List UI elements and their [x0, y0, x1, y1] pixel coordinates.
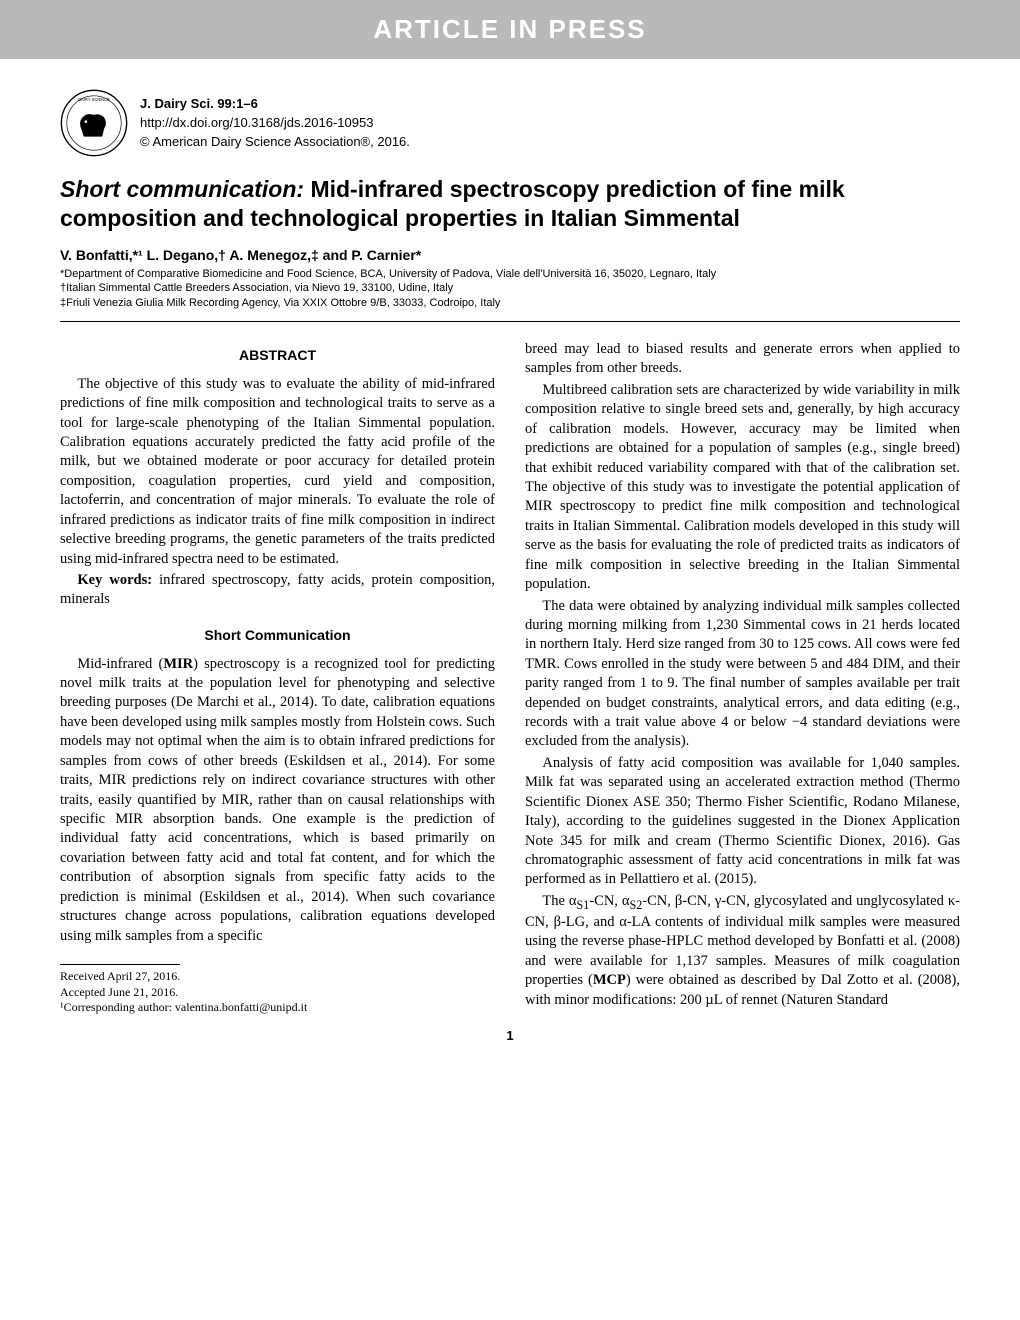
title-prefix: Short communication: — [60, 176, 304, 202]
page-content: DAIRY SCIENCE J. Dairy Sci. 99:1–6 http:… — [0, 59, 1020, 1063]
footnote-accepted: Accepted June 21, 2016. — [60, 985, 495, 1001]
short-communication-heading: Short Communication — [60, 626, 495, 645]
article-in-press-banner: ARTICLE IN PRESS — [0, 0, 1020, 59]
author-list: V. Bonfatti,*¹ L. Degano,† A. Menegoz,‡ … — [60, 247, 960, 263]
affiliations: *Department of Comparative Biomedicine a… — [60, 267, 960, 312]
header-rule — [60, 321, 960, 322]
body-para-left-1: Mid-infrared (MIR) spectroscopy is a rec… — [60, 655, 495, 946]
body-para-right-1: breed may lead to biased results and gen… — [525, 340, 960, 379]
body-para-right-4: Analysis of fatty acid composition was a… — [525, 754, 960, 890]
footnote-received: Received April 27, 2016. — [60, 969, 495, 985]
article-title: Short communication: Mid-infrared spectr… — [60, 175, 960, 233]
abstract-heading: ABSTRACT — [60, 346, 495, 365]
journal-citation: J. Dairy Sci. 99:1–6 — [140, 95, 410, 114]
body-para-right-2: Multibreed calibration sets are characte… — [525, 381, 960, 595]
page-number: 1 — [60, 1028, 960, 1043]
keywords: Key words: infrared spectroscopy, fatty … — [60, 571, 495, 610]
journal-copyright: © American Dairy Science Association®, 2… — [140, 133, 410, 152]
journal-header: DAIRY SCIENCE J. Dairy Sci. 99:1–6 http:… — [60, 89, 960, 157]
svg-text:DAIRY SCIENCE: DAIRY SCIENCE — [78, 97, 110, 102]
footnote-corresponding: ¹Corresponding author: valentina.bonfatt… — [60, 1000, 495, 1016]
left-column: ABSTRACT The objective of this study was… — [60, 340, 495, 1016]
two-column-body: ABSTRACT The objective of this study was… — [60, 340, 960, 1016]
affiliation-2: †Italian Simmental Cattle Breeders Assoc… — [60, 281, 960, 296]
affiliation-1: *Department of Comparative Biomedicine a… — [60, 267, 960, 282]
right-column: breed may lead to biased results and gen… — [525, 340, 960, 1016]
body-para-right-5: The αS1-CN, αS2-CN, β-CN, γ-CN, glycosyl… — [525, 892, 960, 1010]
adsa-logo: DAIRY SCIENCE — [60, 89, 128, 157]
journal-doi: http://dx.doi.org/10.3168/jds.2016-10953 — [140, 114, 410, 133]
footnotes: Received April 27, 2016. Accepted June 2… — [60, 964, 495, 1016]
journal-info: J. Dairy Sci. 99:1–6 http://dx.doi.org/1… — [140, 89, 410, 152]
body-para-right-3: The data were obtained by analyzing indi… — [525, 597, 960, 752]
abstract-text: The objective of this study was to evalu… — [60, 375, 495, 569]
affiliation-3: ‡Friuli Venezia Giulia Milk Recording Ag… — [60, 296, 960, 311]
